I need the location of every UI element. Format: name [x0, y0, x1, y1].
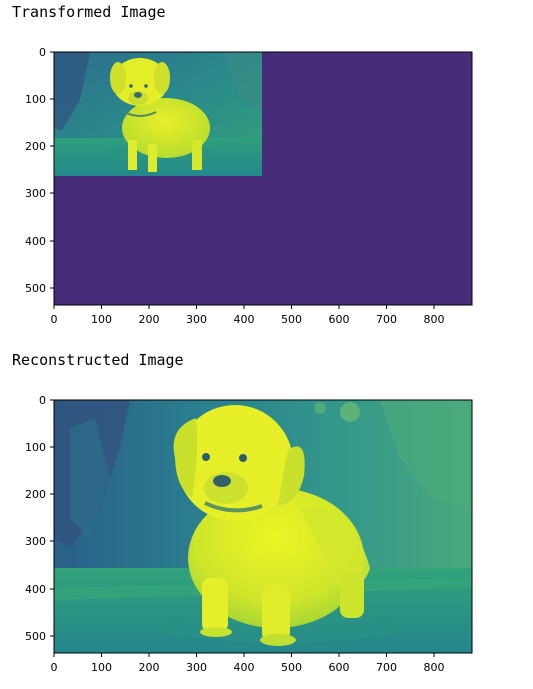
y-tick-label: 400	[25, 235, 46, 248]
y-tick-label: 0	[39, 46, 46, 59]
puppy-image	[54, 400, 472, 653]
y-axis: 0 100 200 300 400 500	[25, 394, 54, 643]
y-tick-label: 0	[39, 394, 46, 407]
axes-frame	[53, 399, 473, 654]
x-tick-label: 600	[329, 313, 350, 326]
x-tick-label: 400	[234, 313, 255, 326]
x-tick-label: 700	[376, 313, 397, 326]
x-tick-label: 200	[139, 313, 160, 326]
y-tick-label: 500	[25, 282, 46, 295]
x-tick-label: 100	[91, 661, 112, 674]
y-tick-label: 100	[25, 441, 46, 454]
x-tick-label: 500	[281, 313, 302, 326]
x-tick-label: 600	[329, 661, 350, 674]
transformed-image-plot: 0 100 200 300 400 500 0 100 200 300 400 …	[25, 46, 473, 326]
y-tick-label: 400	[25, 583, 46, 596]
output-title-reconstructed: Reconstructed Image	[12, 351, 184, 369]
downscaled-puppy-inset	[54, 52, 262, 176]
x-tick-label: 800	[424, 661, 445, 674]
y-tick-label: 500	[25, 630, 46, 643]
x-tick-label: 300	[186, 313, 207, 326]
x-tick-label: 0	[51, 661, 58, 674]
y-tick-label: 300	[25, 187, 46, 200]
x-axis: 0 100 200 300 400 500 600 700 800	[51, 305, 445, 326]
x-tick-label: 800	[424, 313, 445, 326]
x-tick-label: 0	[51, 313, 58, 326]
x-tick-label: 200	[139, 661, 160, 674]
y-tick-label: 300	[25, 535, 46, 548]
x-tick-label: 100	[91, 313, 112, 326]
x-tick-label: 500	[281, 661, 302, 674]
y-tick-label: 100	[25, 93, 46, 106]
x-axis: 0 100 200 300 400 500 600 700 800	[51, 653, 445, 674]
y-axis: 0 100 200 300 400 500	[25, 46, 54, 295]
axes-frame	[53, 51, 473, 306]
x-tick-label: 700	[376, 661, 397, 674]
y-tick-label: 200	[25, 488, 46, 501]
reconstructed-image-plot: 0 100 200 300 400 500 0 100 200 300 400 …	[25, 394, 473, 674]
y-tick-label: 200	[25, 140, 46, 153]
x-tick-label: 300	[186, 661, 207, 674]
x-tick-label: 400	[234, 661, 255, 674]
output-title-transformed: Transformed Image	[12, 3, 166, 21]
